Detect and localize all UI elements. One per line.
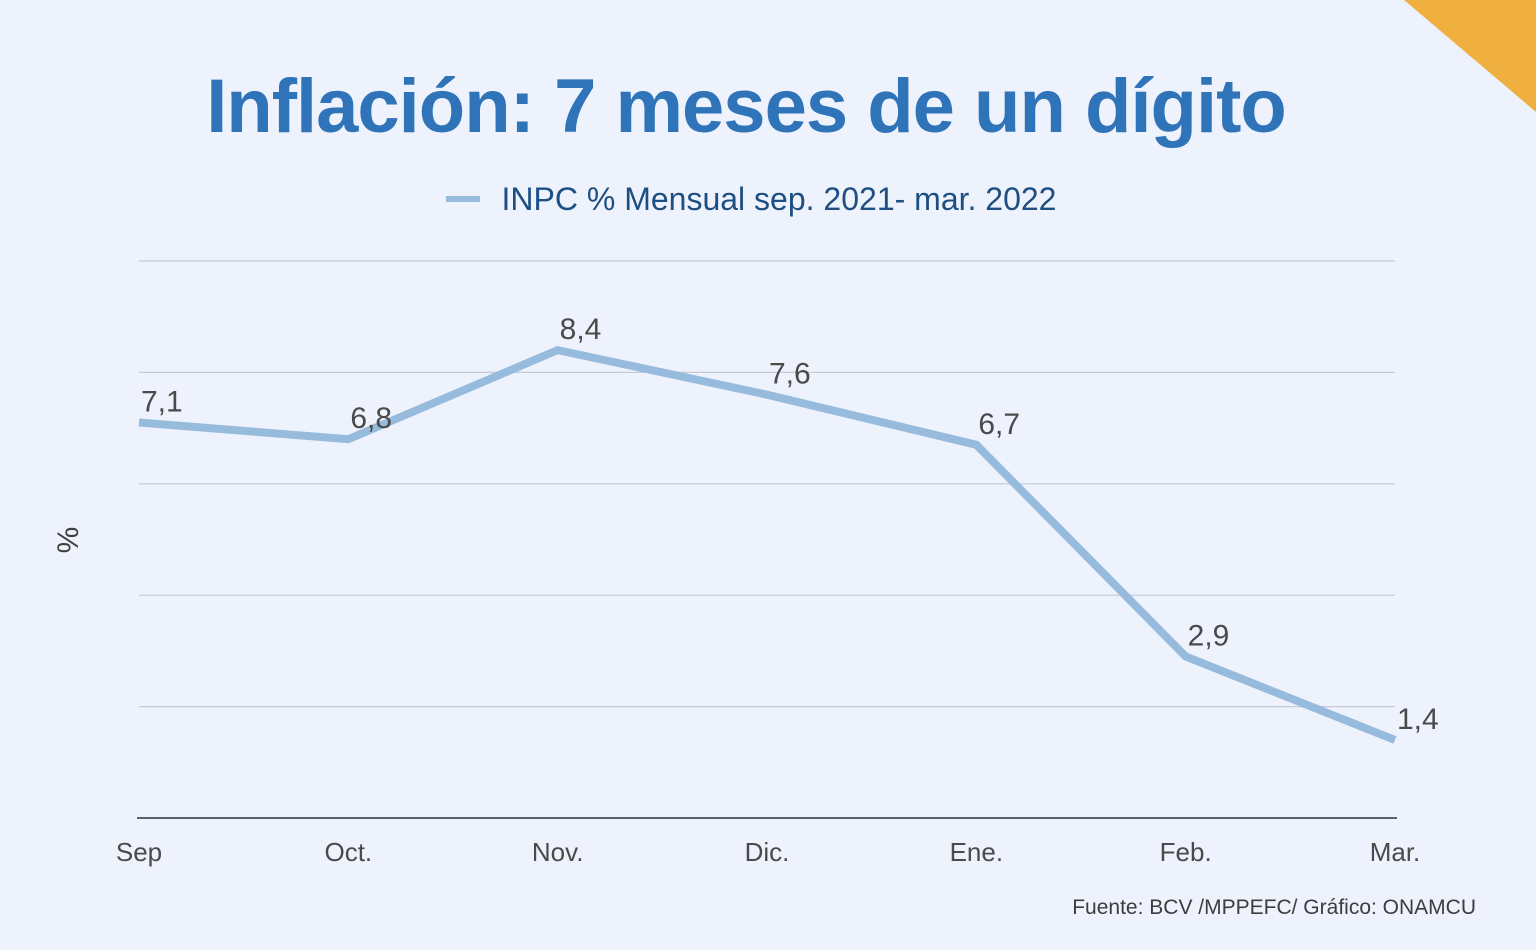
data-label: 7,6 — [769, 358, 811, 391]
x-tick-label: Mar. — [1370, 837, 1421, 867]
legend-label: INPC % Mensual sep. 2021- mar. 2022 — [501, 181, 1057, 217]
corner-triangle — [1404, 0, 1536, 112]
source-note: Fuente: BCV /MPPEFC/ Gráfico: ONAMCU — [1072, 896, 1476, 919]
x-tick-label: Ene. — [950, 837, 1004, 867]
chart-title: Inflación: 7 meses de un dígito — [206, 64, 1287, 149]
data-label: 6,7 — [978, 408, 1020, 441]
x-tick-label: Nov. — [532, 837, 584, 867]
x-tick-labels: Sep Oct. Nov. Dic. Ene. Feb. Mar. — [116, 837, 1420, 867]
data-label: 6,8 — [350, 402, 392, 435]
data-label: 7,1 — [141, 386, 183, 419]
x-tick-label: Feb. — [1160, 837, 1212, 867]
y-axis-label: % — [52, 527, 85, 554]
chart-legend: INPC % Mensual sep. 2021- mar. 2022 — [0, 178, 1502, 220]
x-tick-label: Sep — [116, 837, 162, 867]
series-lines — [138, 345, 1397, 744]
legend-swatch — [445, 195, 480, 202]
gridlines — [139, 260, 1395, 708]
data-label: 8,4 — [560, 313, 602, 346]
series-line — [138, 345, 1397, 744]
data-labels: 7,1 6,8 8,4 7,6 6,7 2,9 1,4 — [141, 313, 1439, 736]
x-tick-label: Oct. — [324, 837, 372, 867]
data-label: 2,9 — [1188, 619, 1230, 652]
data-label: 1,4 — [1397, 703, 1439, 736]
x-tick-label: Dic. — [745, 837, 790, 867]
